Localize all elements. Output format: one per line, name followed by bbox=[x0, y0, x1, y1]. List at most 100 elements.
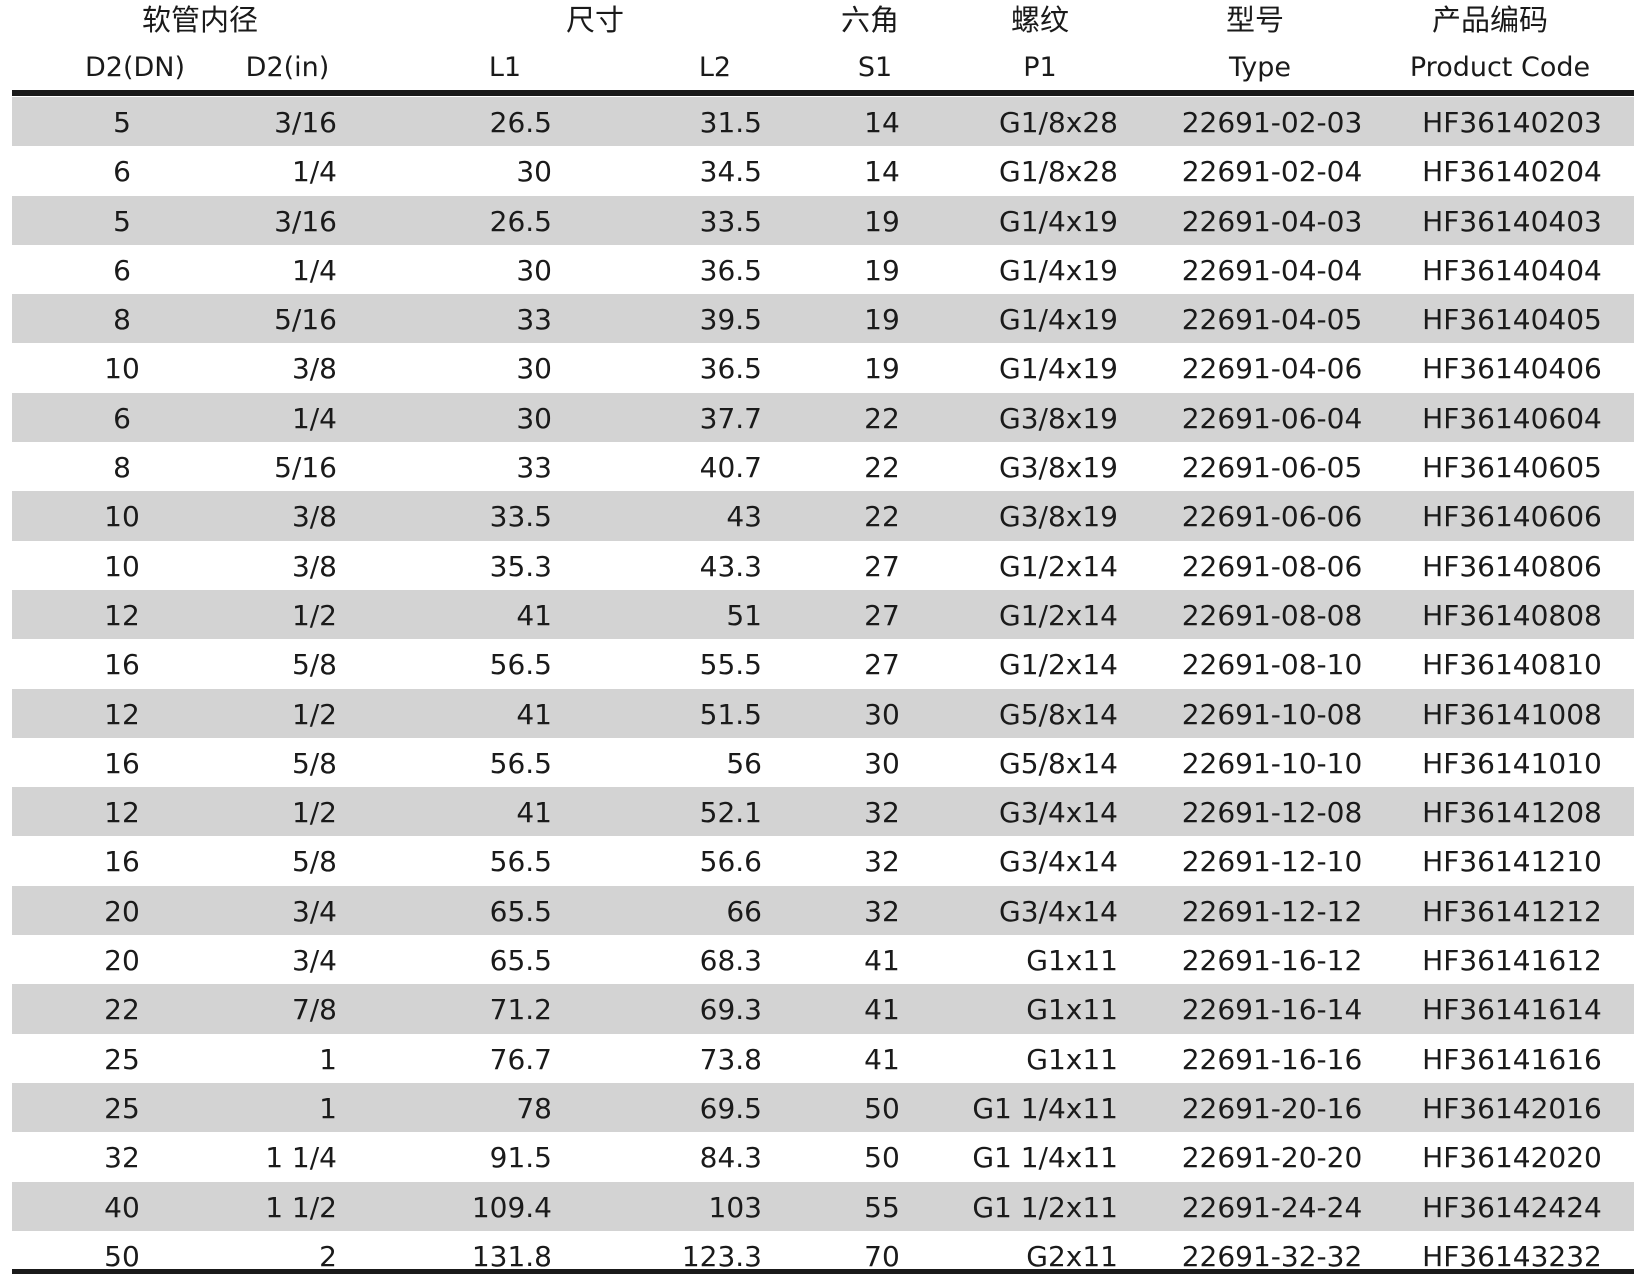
cell-type: 22691-16-14 bbox=[1181, 993, 1363, 1027]
cell-d2-dn: 5 bbox=[113, 106, 131, 139]
cell-product-code: HF36140406 bbox=[1422, 352, 1602, 386]
cell-l2: 69.5 bbox=[699, 1091, 762, 1125]
cell-l1: 56.5 bbox=[489, 845, 552, 879]
table-row: 25 1 76.7 73.8 41 G1x11 22691-16-16 HF36141616 bbox=[12, 1033, 1634, 1083]
cell-p1: G1x11 bbox=[1026, 944, 1118, 978]
cell-p1: G1/4x19 bbox=[999, 204, 1118, 238]
cell-d2-dn: 6 bbox=[113, 155, 131, 189]
cell-product-code: HF36141614 bbox=[1422, 993, 1602, 1027]
cell-s1: 22 bbox=[864, 451, 900, 485]
cell-l2: 84.3 bbox=[699, 1141, 762, 1175]
cell-d2-in: 1/2 bbox=[291, 697, 337, 731]
cell-l2: 37.7 bbox=[699, 401, 762, 435]
header-thread: 螺纹 bbox=[1010, 3, 1069, 37]
cell-type: 22691-16-16 bbox=[1181, 1042, 1363, 1076]
cell-l2: 73.8 bbox=[699, 1042, 762, 1076]
cell-l1: 26.5 bbox=[489, 106, 552, 139]
cell-type: 22691-20-20 bbox=[1181, 1141, 1363, 1175]
cell-p1: G3/4x14 bbox=[999, 894, 1118, 928]
cell-s1: 19 bbox=[864, 352, 900, 386]
cell-l1: 35.3 bbox=[489, 549, 552, 583]
cell-d2-dn: 10 bbox=[104, 352, 140, 386]
cell-d2-dn: 25 bbox=[104, 1042, 140, 1076]
table-row: 10 3/8 35.3 43.3 27 G1/2x14 22691-08-06 HF36140… bbox=[12, 540, 1634, 590]
cell-l2: 34.5 bbox=[699, 155, 762, 189]
cell-product-code: HF36141212 bbox=[1422, 894, 1602, 928]
cell-type: 22691-04-05 bbox=[1181, 303, 1363, 337]
cell-p1: G1/8x28 bbox=[999, 155, 1118, 189]
cell-l2: 39.5 bbox=[699, 303, 762, 337]
cell-l1: 30 bbox=[516, 352, 552, 386]
cell-l1: 65.5 bbox=[489, 944, 552, 978]
cell-d2-in: 5/16 bbox=[274, 451, 337, 485]
table-row: 20 3/4 65.5 66 32 G3/4x14 22691-12-12 HF3614121… bbox=[12, 885, 1634, 936]
cell-s1: 14 bbox=[864, 155, 900, 189]
column-header-d2-dn: D2(DN) bbox=[85, 52, 186, 83]
cell-d2-in: 1/4 bbox=[291, 253, 337, 287]
table-row: 8 5/16 33 40.7 22 G3/8x19 22691-06-05 HF3614060… bbox=[12, 442, 1634, 492]
cell-l2: 43 bbox=[726, 500, 762, 534]
cell-l1: 41 bbox=[516, 697, 552, 731]
group-header-row: 软管内径 尺寸 六角 螺纹 型号 产品编码 bbox=[0, 0, 1646, 44]
cell-l1: 30 bbox=[516, 155, 552, 189]
cell-l1: 30 bbox=[516, 401, 552, 435]
column-header-product-code: Product Code bbox=[1409, 52, 1591, 83]
cell-p1: G1/8x28 bbox=[999, 106, 1118, 139]
cell-d2-dn: 20 bbox=[104, 894, 140, 928]
cell-product-code: HF36140808 bbox=[1422, 598, 1602, 632]
cell-p1: G1/2x14 bbox=[999, 598, 1118, 632]
header-hose-inner-diameter: 软管内径 bbox=[141, 3, 258, 37]
cell-type: 22691-08-10 bbox=[1181, 648, 1363, 682]
cell-s1: 27 bbox=[864, 648, 900, 682]
table-row: 12 1/2 41 52.1 32 G3/4x14 22691-12-08 HF3614120… bbox=[12, 787, 1634, 837]
cell-type: 22691-10-08 bbox=[1181, 697, 1363, 731]
cell-l1: 56.5 bbox=[489, 746, 552, 780]
cell-d2-dn: 32 bbox=[104, 1141, 140, 1175]
cell-p1: G1/2x14 bbox=[999, 648, 1118, 682]
cell-type: 22691-06-06 bbox=[1181, 500, 1363, 534]
table-body: 5 3/16 26.5 31.5 14 G1/8x28 22691-02-03 HF36140… bbox=[12, 97, 1634, 1281]
cell-d2-in: 1 1/4 bbox=[265, 1141, 337, 1175]
cell-d2-in: 5/8 bbox=[291, 746, 337, 780]
cell-product-code: HF36141008 bbox=[1422, 697, 1602, 731]
cell-d2-dn: 10 bbox=[104, 549, 140, 583]
column-header-l1: L1 bbox=[488, 52, 522, 83]
cell-s1: 19 bbox=[864, 303, 900, 337]
cell-d2-dn: 12 bbox=[104, 796, 140, 830]
cell-d2-dn: 22 bbox=[104, 993, 140, 1027]
cell-product-code: HF36140204 bbox=[1422, 155, 1602, 189]
cell-d2-dn: 6 bbox=[113, 401, 131, 435]
cell-product-code: HF36141616 bbox=[1422, 1042, 1602, 1076]
cell-p1: G1/2x14 bbox=[999, 549, 1118, 583]
cell-d2-in: 2 bbox=[319, 1239, 337, 1273]
table-row: 5 3/16 26.5 31.5 14 G1/8x28 22691-02-03 HF36140… bbox=[12, 97, 1634, 147]
table-row: 22 7/8 71.2 69.3 41 G1x11 22691-16-14 HF3614161… bbox=[12, 984, 1634, 1034]
cell-s1: 32 bbox=[864, 845, 900, 879]
column-header-s1: S1 bbox=[857, 52, 893, 83]
cell-l1: 78 bbox=[516, 1091, 552, 1125]
cell-l1: 41 bbox=[516, 598, 552, 632]
column-header-row: D2(DN) D2(in) L1 L2 S1 P1 Type Product C… bbox=[0, 44, 1646, 90]
cell-product-code: HF36140810 bbox=[1422, 648, 1602, 682]
cell-d2-dn: 16 bbox=[104, 648, 140, 682]
table-row: 10 3/8 33.5 43 22 G3/8x19 22691-06-06 HF3614060… bbox=[12, 491, 1634, 541]
cell-s1: 50 bbox=[864, 1141, 900, 1175]
cell-type: 22691-04-04 bbox=[1181, 253, 1363, 287]
cell-l2: 55.5 bbox=[699, 648, 762, 682]
cell-l2: 56.6 bbox=[699, 845, 762, 879]
cell-d2-in: 3/4 bbox=[291, 894, 337, 928]
cell-d2-dn: 5 bbox=[113, 204, 131, 238]
cell-l2: 31.5 bbox=[699, 106, 762, 139]
cell-l2: 66 bbox=[726, 894, 762, 928]
table-row: 16 5/8 56.5 55.5 27 G1/2x14 22691-08-10 HF36140… bbox=[12, 639, 1634, 689]
cell-type: 22691-06-04 bbox=[1181, 401, 1363, 435]
table-row: 5 3/16 26.5 33.5 19 G1/4x19 22691-04-03 HF36140… bbox=[12, 195, 1634, 245]
cell-d2-in: 5/8 bbox=[291, 648, 337, 682]
table-row: 16 5/8 56.5 56 30 G5/8x14 22691-10-10 HF3614101… bbox=[12, 737, 1634, 788]
cell-d2-in: 5/8 bbox=[291, 845, 337, 879]
cell-l2: 103 bbox=[708, 1190, 762, 1224]
cell-l1: 131.8 bbox=[471, 1239, 552, 1273]
cell-p1: G1/4x19 bbox=[999, 303, 1118, 337]
cell-d2-dn: 50 bbox=[104, 1239, 140, 1273]
cell-l2: 43.3 bbox=[699, 549, 762, 583]
